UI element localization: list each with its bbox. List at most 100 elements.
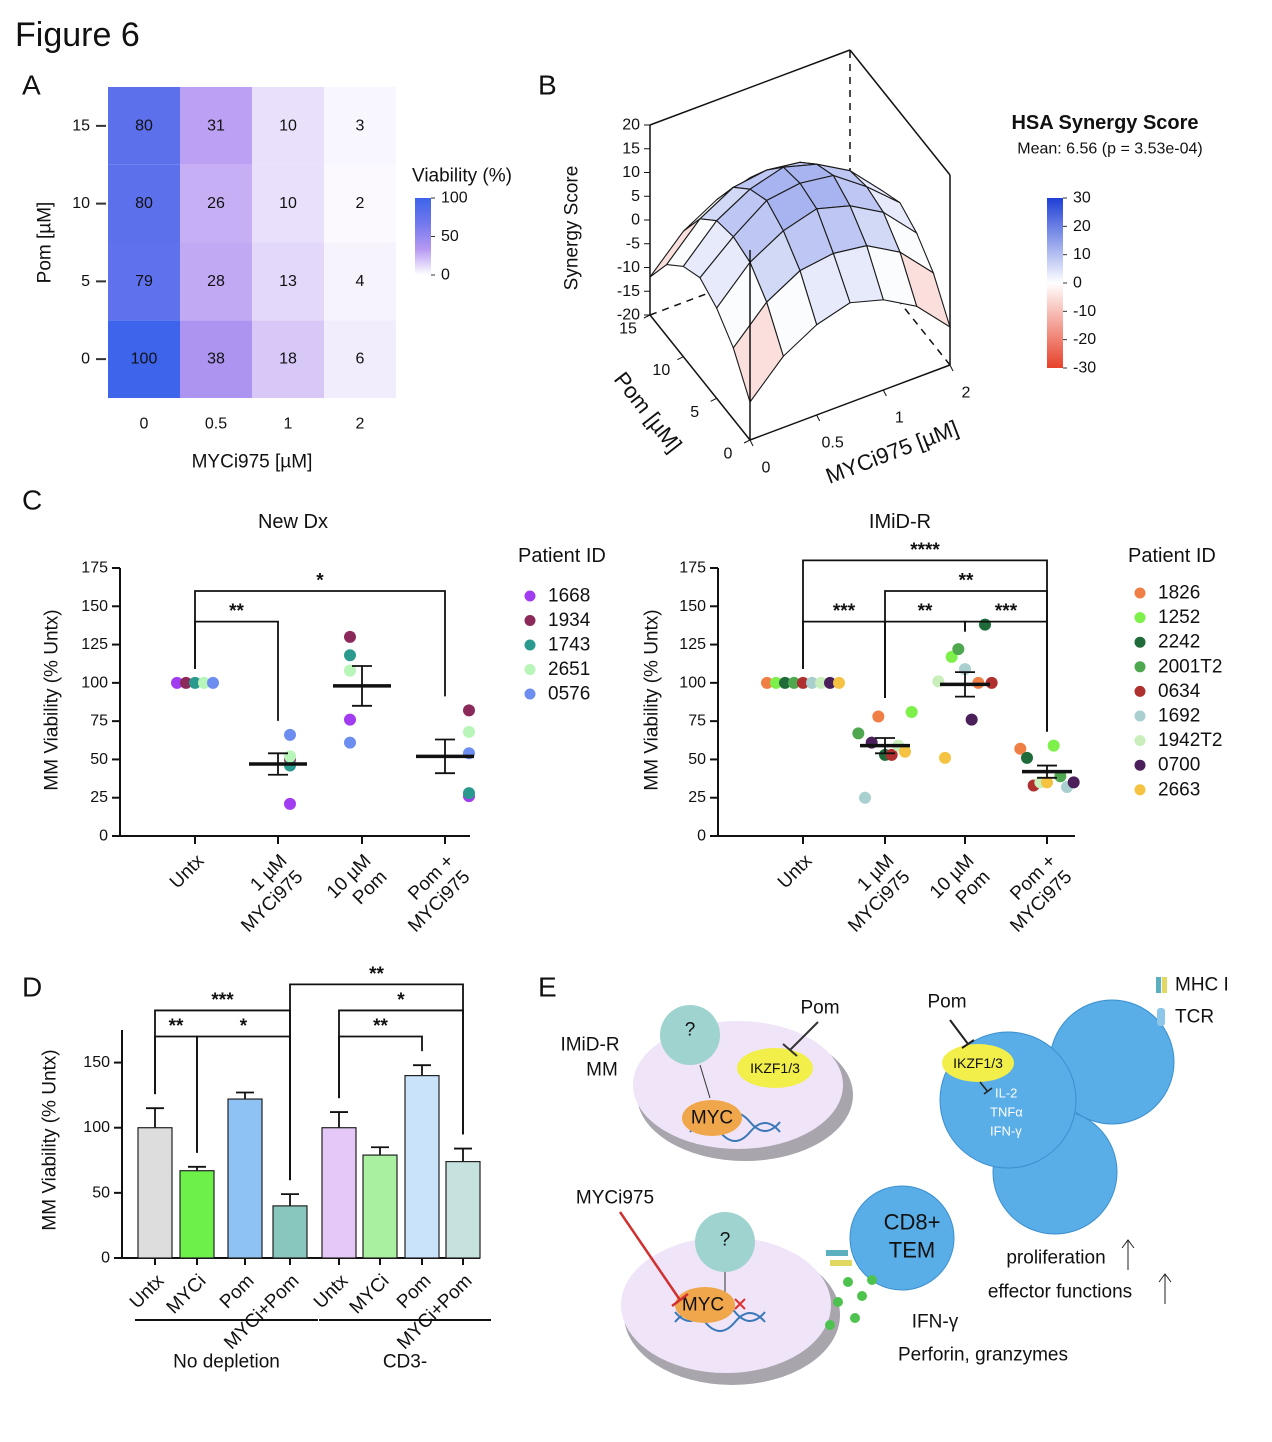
y-tick-label: 50	[92, 1184, 110, 1201]
sem-bar	[955, 671, 975, 698]
legend-label: 1668	[548, 586, 590, 607]
label: MYCi975	[576, 1188, 654, 1209]
heatmap-cell	[252, 164, 324, 243]
x-tick-label: 2	[962, 385, 971, 402]
error-bar	[371, 1146, 389, 1156]
data-point	[284, 797, 296, 810]
ikzf	[737, 1048, 813, 1088]
label: MM	[586, 1060, 618, 1081]
data-point	[1014, 742, 1027, 755]
colorbar-tick-label: 10	[1073, 246, 1091, 263]
significance-label: *	[397, 990, 405, 1011]
x-tick	[749, 439, 754, 447]
data-point	[761, 676, 773, 689]
y-tick-label: 25	[90, 789, 108, 806]
y-tick-label: 100	[81, 674, 108, 691]
y-tick-label: 150	[679, 598, 706, 615]
box-edge	[649, 49, 851, 126]
colorbar-tick-label: 0	[1073, 275, 1082, 292]
legend-swatch	[1134, 587, 1146, 599]
data-point	[952, 643, 965, 656]
legend-swatch	[524, 664, 536, 675]
data-point	[198, 676, 210, 689]
significance-label: **	[369, 964, 384, 985]
y-tick-label: 5	[690, 404, 699, 421]
error-bar	[146, 1107, 164, 1128]
significance-bracket	[194, 620, 279, 721]
z-tick-label: 20	[622, 117, 640, 134]
data-point	[833, 676, 845, 689]
significance-label: **	[373, 1016, 388, 1037]
inhibition	[782, 1021, 819, 1057]
y-tick-label: 15	[72, 117, 90, 134]
inhibition	[979, 1081, 993, 1095]
x-tick-label: MYCi	[346, 1271, 394, 1319]
heatmap-cell	[180, 320, 252, 398]
y-tick-label: 125	[81, 636, 108, 653]
data-point	[463, 787, 475, 800]
legend-label: 1743	[548, 635, 590, 656]
data-point	[899, 745, 911, 758]
x-tick	[882, 389, 887, 397]
y-tick-label: 50	[688, 751, 706, 768]
data-point	[180, 676, 192, 689]
y-tick-label: 150	[81, 598, 108, 615]
x-tick-label: MYCi	[163, 1271, 211, 1319]
significance-bracket	[338, 1009, 464, 1135]
bar	[137, 1127, 173, 1259]
label: CD8+	[884, 1210, 941, 1235]
z-tick-label: 0	[631, 212, 640, 229]
bar	[321, 1127, 357, 1259]
label: MHC I	[1175, 975, 1229, 996]
label: ?	[685, 1020, 696, 1041]
surface-patch	[732, 300, 784, 404]
cell-value: 26	[207, 195, 225, 212]
data-point	[344, 713, 356, 726]
cell-value: 2	[356, 195, 365, 212]
inhibition	[949, 1019, 975, 1049]
label: Pom	[800, 998, 839, 1019]
cell-value: 4	[356, 273, 365, 290]
heatmap-cell	[180, 242, 252, 321]
x-tick-label: Untx	[774, 850, 817, 893]
colorbar-tick-label: -10	[1073, 303, 1096, 320]
legend-label: 1252	[1158, 607, 1200, 628]
heatmap-cell	[180, 87, 252, 165]
bar	[227, 1098, 263, 1259]
x-tick	[949, 364, 954, 372]
legend-label: 1826	[1158, 583, 1200, 604]
label: effector functions	[988, 1282, 1132, 1303]
sem-bar	[268, 752, 288, 776]
error-bar	[281, 1193, 299, 1206]
up-arrow	[1121, 1239, 1135, 1270]
data-point	[852, 727, 865, 740]
legend-label: 1942T2	[1158, 730, 1222, 751]
heatmap-cell	[324, 242, 396, 321]
label: IFN-γ	[990, 1124, 1022, 1139]
inhibition	[618, 1211, 689, 1307]
y-axis-label: Pom [µM]	[609, 367, 687, 457]
legend-label: 2663	[1158, 779, 1200, 800]
legend-label: 2001T2	[1158, 656, 1222, 677]
unknown-factor	[660, 1005, 720, 1065]
legend-swatch	[524, 590, 536, 602]
y-tick-label: 175	[81, 560, 108, 577]
legend-label: 2242	[1158, 632, 1200, 653]
cell-value: 38	[207, 351, 225, 368]
x-axis-label: MYCi975 [µM]	[822, 415, 962, 488]
chart-subtitle: Mean: 6.56 (p = 3.53e-04)	[1017, 141, 1202, 158]
legend-icon	[1162, 977, 1167, 993]
cross	[734, 1298, 746, 1310]
error-bar	[413, 1064, 431, 1076]
data-point	[859, 791, 871, 804]
significance-label: **	[959, 570, 974, 591]
label: Perforin, granzymes	[898, 1345, 1068, 1366]
colorbar-tick-label: 50	[441, 228, 459, 245]
y-axis-label: MM Viability (% Untx)	[42, 609, 63, 790]
significance-label: *	[240, 1016, 248, 1037]
error-bar	[188, 1165, 206, 1171]
x-tick-label: 1	[284, 416, 293, 433]
data-point	[788, 676, 800, 689]
cell-value: 10	[279, 117, 297, 134]
ikzf	[942, 1044, 1014, 1082]
